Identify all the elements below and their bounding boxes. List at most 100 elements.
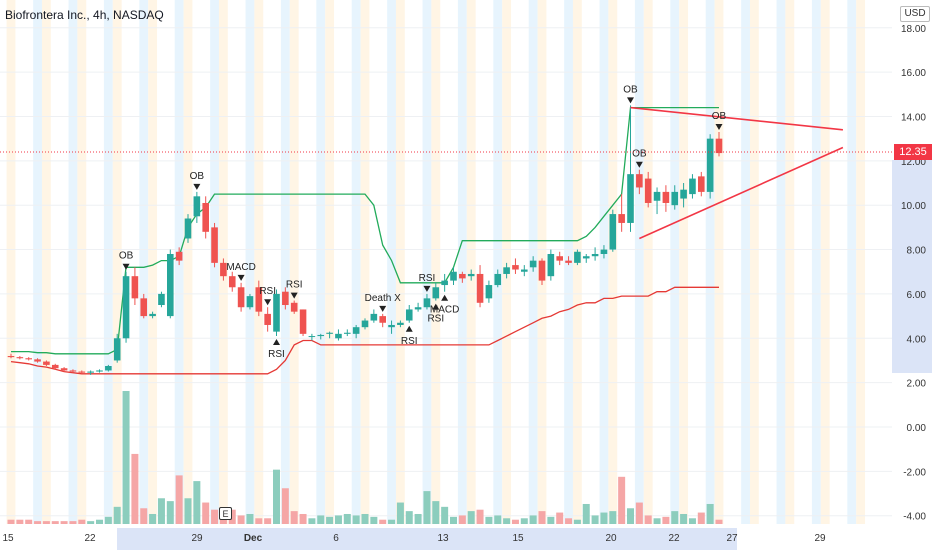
x-tick-label: 6 xyxy=(333,533,339,544)
time-range-highlight xyxy=(117,528,737,550)
volume-bar xyxy=(60,521,68,524)
volume-bar xyxy=(662,516,670,524)
candle-body xyxy=(69,370,77,372)
signal-down-marker xyxy=(635,161,643,168)
session-band xyxy=(351,0,361,524)
volume-bar xyxy=(193,481,201,524)
volume-bar xyxy=(334,515,342,524)
volume-bar xyxy=(34,521,42,524)
session-band xyxy=(776,0,786,524)
volume-bar xyxy=(697,512,705,524)
volume-bar xyxy=(396,502,404,524)
x-tick-label: Dec xyxy=(244,533,263,544)
events-button[interactable]: E xyxy=(219,507,232,520)
signal-label: OB xyxy=(712,111,727,122)
candle-body xyxy=(467,273,475,277)
signal-label: MACD xyxy=(226,262,255,273)
volume-bar xyxy=(388,519,396,524)
session-band xyxy=(148,0,158,524)
volume-bar xyxy=(458,515,466,524)
volume-bar xyxy=(281,488,289,524)
candle-body xyxy=(237,287,245,308)
candle-body xyxy=(653,191,661,201)
session-band xyxy=(280,0,290,524)
volume-bar xyxy=(414,513,422,524)
signal-down-marker xyxy=(379,305,387,312)
candle-body xyxy=(397,322,404,325)
volume-bar xyxy=(237,515,245,524)
volume-bar xyxy=(635,502,643,524)
volume-bar xyxy=(370,516,378,524)
candle-body xyxy=(282,291,289,306)
volume-bar xyxy=(618,476,626,524)
signal-label: RSI xyxy=(259,286,276,297)
y-tick-label: 14.00 xyxy=(901,112,926,123)
volume-bar xyxy=(556,512,564,524)
candle-body xyxy=(352,327,360,334)
candle-body xyxy=(379,316,386,323)
signal-down-marker xyxy=(627,97,634,104)
volume-bar xyxy=(87,521,95,524)
candle-body xyxy=(591,253,599,257)
signal-up-marker xyxy=(441,294,449,301)
volume-bar xyxy=(326,516,334,524)
session-band xyxy=(856,0,866,524)
x-tick-label: 15 xyxy=(2,533,14,544)
candle-body xyxy=(105,366,112,371)
session-band xyxy=(741,0,750,524)
session-band xyxy=(6,0,16,524)
candle-body xyxy=(547,253,555,277)
volume-bar xyxy=(149,513,157,524)
session-band xyxy=(785,0,795,524)
signal-label: RSI xyxy=(419,273,436,284)
session-band xyxy=(466,0,476,524)
signal-label: OB xyxy=(119,251,134,262)
volume-bar xyxy=(680,513,688,524)
y-tick-label: 0.00 xyxy=(907,423,927,434)
signal-label: OB xyxy=(623,84,638,95)
session-band xyxy=(103,0,113,524)
candle-body xyxy=(512,265,519,270)
candle-body xyxy=(441,280,448,286)
session-band xyxy=(254,0,264,524)
candle-body xyxy=(87,371,94,373)
session-band xyxy=(112,0,122,524)
candle-body xyxy=(485,285,493,299)
trendlines xyxy=(630,106,844,240)
candle-body xyxy=(60,368,68,371)
volume-bar xyxy=(202,502,210,524)
volume-bar xyxy=(308,518,316,524)
volume-bar xyxy=(476,509,484,524)
y-tick-label: -4.00 xyxy=(903,512,926,523)
candle-body xyxy=(432,287,440,299)
candle-body xyxy=(662,191,670,203)
candle-body xyxy=(246,296,254,308)
volume-bar xyxy=(51,521,59,524)
currency-button[interactable]: USD xyxy=(900,6,930,22)
y-tick-label: 8.00 xyxy=(907,246,927,257)
volume-bar xyxy=(671,511,679,524)
candle-body xyxy=(423,298,431,308)
volume-bar xyxy=(246,513,254,524)
signal-label: OB xyxy=(632,149,647,160)
candle-body xyxy=(175,251,183,261)
volume-bar xyxy=(96,519,103,524)
volume-bar xyxy=(441,506,449,524)
signal-label: OB xyxy=(190,171,205,182)
y-tick-label: 10.00 xyxy=(901,201,926,212)
volume-bar xyxy=(405,511,413,524)
session-band xyxy=(360,0,370,524)
session-band xyxy=(183,0,193,524)
volume-bar xyxy=(715,519,723,524)
candle-body xyxy=(43,361,50,365)
volume-bar xyxy=(653,518,661,524)
volume-bar xyxy=(432,501,440,524)
volume-bar xyxy=(423,491,431,524)
volume-bar xyxy=(503,518,511,524)
x-tick-label: 15 xyxy=(512,533,524,544)
candle-body xyxy=(450,271,457,281)
volume-bar xyxy=(361,513,369,524)
volume-bar xyxy=(131,453,139,524)
